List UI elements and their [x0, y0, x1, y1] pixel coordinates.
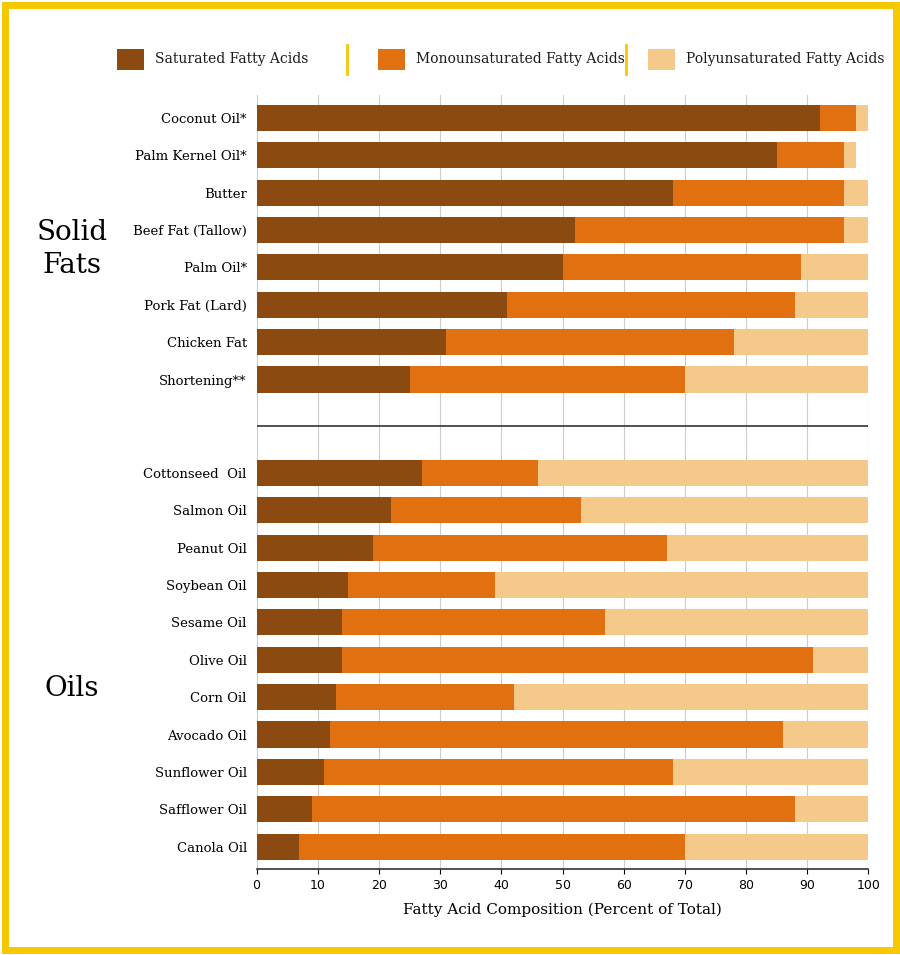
- X-axis label: Fatty Acid Composition (Percent of Total): Fatty Acid Composition (Percent of Total…: [403, 902, 722, 917]
- Bar: [801, 254, 868, 281]
- Bar: [672, 759, 868, 785]
- Bar: [685, 834, 868, 860]
- Bar: [256, 460, 422, 486]
- Bar: [575, 217, 844, 244]
- Bar: [256, 498, 392, 523]
- Text: Saturated Fatty Acids: Saturated Fatty Acids: [155, 53, 308, 66]
- Bar: [348, 572, 495, 598]
- Bar: [311, 796, 795, 822]
- Bar: [508, 291, 795, 318]
- Bar: [538, 460, 868, 486]
- Bar: [256, 609, 342, 635]
- Bar: [495, 572, 868, 598]
- Bar: [820, 105, 856, 131]
- Bar: [256, 721, 330, 748]
- Bar: [256, 142, 777, 168]
- Bar: [783, 721, 868, 748]
- Bar: [856, 105, 868, 131]
- Bar: [330, 721, 783, 748]
- Bar: [336, 684, 514, 711]
- Bar: [256, 180, 672, 205]
- Bar: [844, 142, 856, 168]
- Bar: [256, 647, 342, 673]
- Bar: [795, 291, 868, 318]
- Bar: [422, 460, 538, 486]
- Text: Monounsaturated Fatty Acids: Monounsaturated Fatty Acids: [416, 53, 625, 66]
- Bar: [606, 609, 868, 635]
- Bar: [844, 180, 868, 205]
- Bar: [256, 759, 324, 785]
- Bar: [256, 291, 508, 318]
- Bar: [562, 254, 801, 281]
- Bar: [514, 684, 868, 711]
- Bar: [844, 217, 868, 244]
- Bar: [795, 796, 868, 822]
- Bar: [342, 647, 814, 673]
- Bar: [256, 796, 311, 822]
- Bar: [256, 105, 820, 131]
- Bar: [672, 180, 844, 205]
- Text: Solid
Fats: Solid Fats: [36, 219, 108, 279]
- Bar: [410, 367, 685, 393]
- Bar: [256, 367, 410, 393]
- Bar: [667, 535, 868, 561]
- Bar: [256, 834, 300, 860]
- Bar: [392, 498, 580, 523]
- Bar: [777, 142, 844, 168]
- Bar: [446, 329, 734, 355]
- Bar: [256, 217, 575, 244]
- Bar: [256, 254, 562, 281]
- Text: Polyunsaturated Fatty Acids: Polyunsaturated Fatty Acids: [686, 53, 885, 66]
- Bar: [685, 367, 868, 393]
- Bar: [373, 535, 667, 561]
- Bar: [814, 647, 868, 673]
- Bar: [256, 684, 336, 711]
- Bar: [342, 609, 606, 635]
- Bar: [256, 572, 348, 598]
- Bar: [324, 759, 672, 785]
- Text: Oils: Oils: [45, 675, 99, 702]
- Bar: [300, 834, 685, 860]
- Bar: [256, 535, 373, 561]
- Bar: [580, 498, 868, 523]
- Bar: [256, 329, 446, 355]
- Bar: [734, 329, 868, 355]
